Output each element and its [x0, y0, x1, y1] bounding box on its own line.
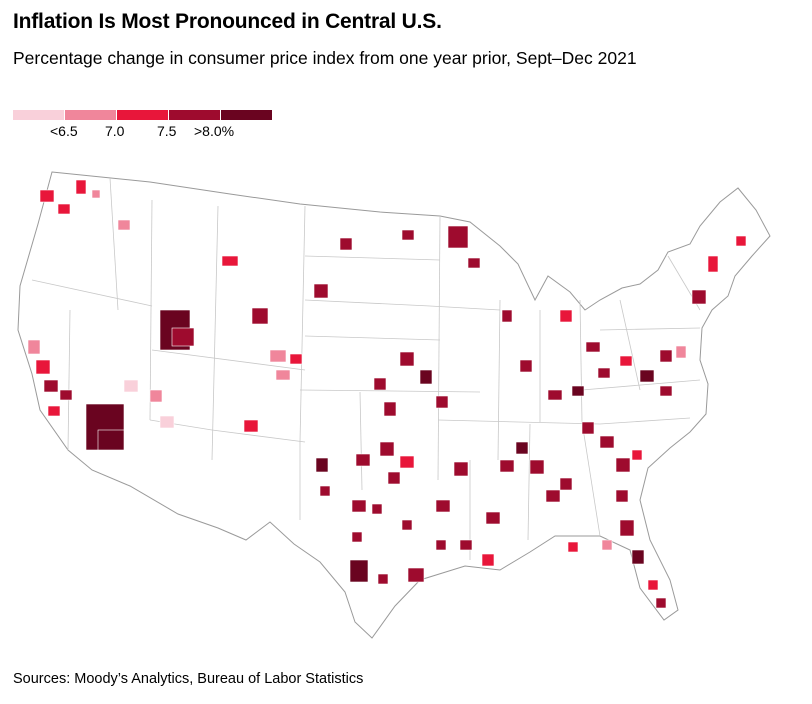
- metro-region: [401, 229, 415, 241]
- legend-swatch-3: [117, 110, 168, 120]
- metro-region: [379, 441, 395, 457]
- metro-region: [615, 457, 631, 473]
- metro-region: [171, 327, 195, 347]
- metro-region: [319, 485, 331, 497]
- metro-region: [691, 289, 707, 305]
- metro-region: [545, 489, 561, 503]
- metro-region: [615, 489, 629, 503]
- metro-region: [349, 559, 369, 583]
- metro-region: [59, 389, 73, 401]
- legend-labels: <6.5 7.0 7.5 >8.0%: [13, 120, 273, 140]
- metro-region: [377, 573, 389, 585]
- metro-region: [631, 449, 643, 461]
- chart-subtitle: Percentage change in consumer price inde…: [13, 48, 637, 68]
- metro-region: [559, 309, 573, 323]
- metro-region: [659, 349, 673, 363]
- metro-region: [243, 419, 259, 433]
- metro-region: [529, 459, 545, 475]
- metro-region: [519, 359, 533, 373]
- metro-region: [707, 255, 719, 273]
- metro-region: [735, 235, 747, 247]
- metro-region: [501, 309, 513, 323]
- metro-region: [39, 189, 55, 203]
- us-map: [0, 160, 812, 660]
- state-borders: [31, 177, 701, 560]
- metro-region: [585, 341, 601, 353]
- metro-region: [571, 385, 585, 397]
- metro-regions: [27, 179, 747, 609]
- metro-region: [447, 225, 469, 249]
- metro-region: [221, 255, 239, 267]
- metro-region: [351, 531, 363, 543]
- metro-region: [655, 597, 667, 609]
- metro-region: [123, 379, 139, 393]
- metro-region: [639, 369, 655, 383]
- metro-region: [35, 359, 51, 375]
- metro-region: [485, 511, 501, 525]
- metro-region: [399, 455, 415, 469]
- metro-region: [453, 461, 469, 477]
- metro-region: [371, 503, 383, 515]
- legend-label-2: 7.0: [105, 123, 125, 139]
- legend-label-3: 7.5: [157, 123, 177, 139]
- metro-region: [435, 395, 449, 409]
- metro-region: [275, 369, 291, 381]
- metro-region: [419, 369, 433, 385]
- legend-color-bar: [13, 110, 273, 120]
- metro-region: [399, 351, 415, 367]
- metro-region: [251, 307, 269, 325]
- metro-region: [117, 219, 131, 231]
- metro-region: [675, 345, 687, 359]
- metro-region: [355, 453, 371, 467]
- metro-region: [339, 237, 353, 251]
- metro-region: [289, 353, 303, 365]
- metro-region: [313, 283, 329, 299]
- chart-title: Inflation Is Most Pronounced in Central …: [13, 10, 442, 33]
- metro-region: [159, 415, 175, 429]
- metro-region: [499, 459, 515, 473]
- metro-region: [47, 405, 61, 417]
- metro-region: [597, 367, 611, 379]
- metro-region: [481, 553, 495, 567]
- metro-region: [547, 389, 563, 401]
- metro-region: [315, 457, 329, 473]
- metro-region: [567, 541, 579, 553]
- metro-region: [383, 401, 397, 417]
- legend-swatch-1: [13, 110, 64, 120]
- metro-region: [269, 349, 287, 363]
- metro-region: [351, 499, 367, 513]
- metro-region: [75, 179, 87, 195]
- metro-region: [149, 389, 163, 403]
- metro-region: [515, 441, 529, 455]
- metro-region: [91, 189, 101, 199]
- metro-region: [581, 421, 595, 435]
- metro-region: [659, 385, 673, 397]
- metro-region: [57, 203, 71, 215]
- legend-label-1: <6.5: [50, 123, 78, 139]
- metro-region: [467, 257, 481, 269]
- metro-region: [97, 429, 125, 451]
- metro-region: [619, 519, 635, 537]
- source-note: Sources: Moody’s Analytics, Bureau of La…: [13, 671, 364, 687]
- legend-swatch-2: [65, 110, 116, 120]
- metro-region: [407, 567, 425, 583]
- legend-swatch-5: [221, 110, 272, 120]
- metro-region: [401, 519, 413, 531]
- metro-region: [647, 579, 659, 591]
- metro-region: [435, 499, 451, 513]
- metro-region: [373, 377, 387, 391]
- legend-swatch-4: [169, 110, 220, 120]
- metro-region: [601, 539, 613, 551]
- metro-region: [599, 435, 615, 449]
- metro-region: [559, 477, 573, 491]
- metro-region: [459, 539, 473, 551]
- metro-region: [43, 379, 59, 393]
- metro-region: [27, 339, 41, 355]
- legend-label-4: >8.0%: [194, 123, 235, 139]
- legend: <6.5 7.0 7.5 >8.0%: [13, 110, 273, 140]
- metro-region: [435, 539, 447, 551]
- metro-region: [631, 549, 645, 565]
- metro-region: [387, 471, 401, 485]
- metro-region: [619, 355, 633, 367]
